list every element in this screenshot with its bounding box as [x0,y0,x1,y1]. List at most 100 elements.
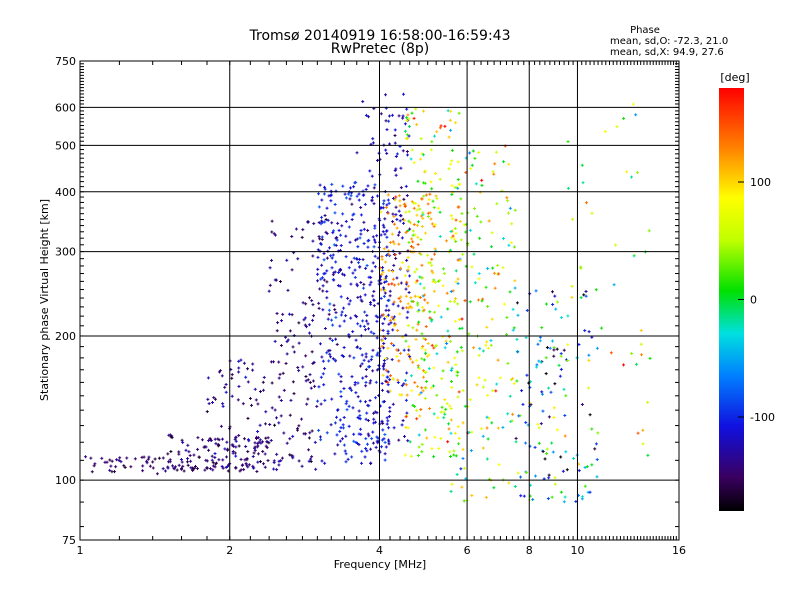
data-point [269,438,273,442]
data-point [234,436,238,440]
data-point [362,324,366,328]
y-tick-label: 750 [55,55,76,68]
data-point [325,232,329,236]
data-point [330,397,334,401]
data-point [495,382,499,386]
data-point [387,114,391,118]
data-point [496,426,500,430]
data-point [399,186,403,190]
data-point [286,288,290,292]
data-point [328,302,332,306]
data-point [462,499,466,503]
data-point [344,460,348,464]
data-point [391,277,395,281]
data-point [356,416,360,420]
data-point [393,169,397,173]
data-point [365,313,369,317]
data-point [383,452,387,456]
data-point [181,440,185,444]
data-point [571,217,575,221]
data-point [553,476,557,480]
data-point [351,271,355,275]
data-point [364,380,368,384]
data-point [417,320,421,324]
data-point [362,242,366,246]
data-point [449,380,453,384]
data-point [454,239,458,243]
data-point [214,462,218,466]
data-point [382,334,386,338]
data-point [186,443,190,447]
data-point [404,378,408,382]
data-point [257,440,261,444]
data-point [544,356,548,360]
data-point [311,303,315,307]
data-point [403,204,407,208]
data-point [449,290,453,294]
data-point [536,342,540,346]
data-point [338,439,342,443]
data-point [372,304,376,308]
data-point [339,295,343,299]
data-point [245,463,249,467]
data-point [181,464,185,468]
data-point [316,399,320,403]
data-point [399,166,403,170]
data-point [333,358,337,362]
data-point [348,240,352,244]
data-point [326,317,330,321]
data-point [308,380,312,384]
data-point [483,378,487,382]
data-point [379,233,383,237]
data-point [510,377,514,381]
data-point [435,393,439,397]
data-point [385,245,389,249]
data-point [418,207,422,211]
data-point [502,302,506,306]
data-point [344,219,348,223]
data-point [383,280,387,284]
data-point [583,484,587,488]
data-point [335,433,339,437]
data-point [340,353,344,357]
data-point [259,390,263,394]
data-point [234,454,238,458]
data-point [480,178,484,182]
data-point [307,436,311,440]
data-point [585,465,589,469]
data-point [366,322,370,326]
data-point [484,343,488,347]
data-point [350,375,354,379]
data-point [285,352,289,356]
x-tick-label: 16 [672,544,686,557]
data-point [435,352,439,356]
data-point [348,386,352,390]
data-point [380,344,384,348]
data-point [223,385,227,389]
data-point [224,390,228,394]
data-point [100,456,104,460]
data-point [534,365,538,369]
data-point [405,107,409,111]
data-point [490,421,494,425]
data-point [279,414,283,418]
data-point [381,365,385,369]
data-point [590,463,594,467]
data-point [325,206,329,210]
data-point [363,328,367,332]
data-point [385,304,389,308]
data-point [403,129,407,133]
data-point [547,476,551,480]
data-point [250,403,254,407]
data-point [481,349,485,353]
data-point [177,463,181,467]
data-point [438,234,442,238]
data-point [261,440,265,444]
data-point [446,360,450,364]
data-point [108,458,112,462]
data-point [336,408,340,412]
data-point [371,261,375,265]
data-point [383,458,387,462]
data-point [438,177,442,181]
data-point [384,279,388,283]
